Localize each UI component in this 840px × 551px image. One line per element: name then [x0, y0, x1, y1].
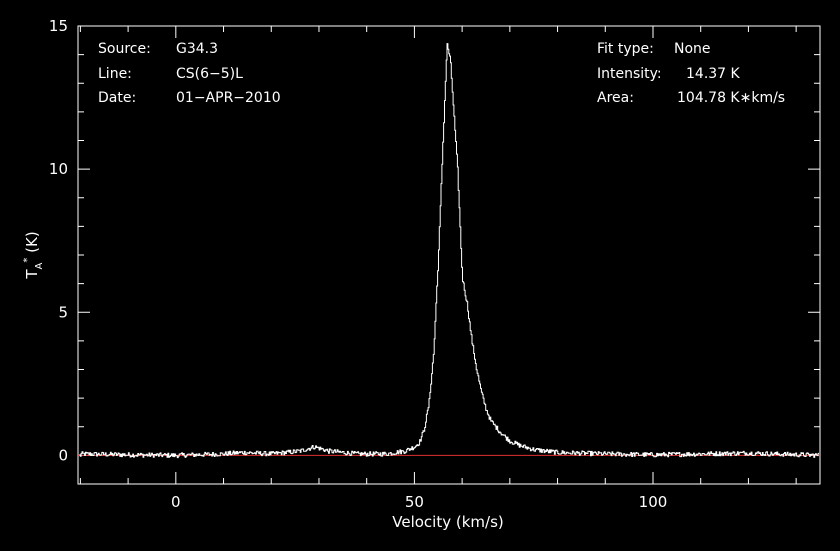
y-axis-title: TA* (K) — [22, 231, 45, 279]
area-label: Area: — [597, 90, 634, 106]
source-value: G34.3 — [176, 41, 218, 57]
fit-type-value: None — [674, 41, 711, 57]
axis-tick-labels: 0 50 100 0 5 10 15 — [49, 17, 667, 511]
date-label: Date: — [98, 90, 136, 106]
x-tick-label: 100 — [639, 493, 668, 511]
x-tick-label: 50 — [405, 493, 424, 511]
line-value: CS(6−5)L — [176, 66, 243, 82]
y-tick-label: 15 — [49, 17, 68, 35]
x-axis-title: Velocity (km/s) — [392, 513, 503, 531]
area-value: 104.78 K∗km/s — [677, 90, 785, 106]
info-left: Source: G34.3 Line: CS(6−5)L Date: 01−AP… — [98, 41, 281, 106]
intensity-label: Intensity: — [597, 66, 662, 82]
x-tick-label: 0 — [171, 493, 181, 511]
line-label: Line: — [98, 66, 132, 82]
intensity-value: 14.37 K — [686, 66, 741, 82]
y-tick-label: 0 — [58, 446, 68, 464]
y-tick-label: 10 — [49, 160, 68, 178]
fit-type-label: Fit type: — [597, 41, 654, 57]
source-label: Source: — [98, 41, 151, 57]
axis-ticks — [78, 25, 820, 485]
y-tick-label: 5 — [58, 303, 68, 321]
info-right: Fit type: None Intensity: 14.37 K Area: … — [597, 41, 785, 106]
date-value: 01−APR−2010 — [176, 90, 281, 106]
spectrum-line — [79, 43, 819, 459]
